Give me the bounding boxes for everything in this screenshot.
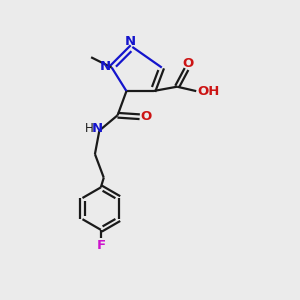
Text: N: N [124,35,136,48]
Text: O: O [140,110,152,123]
Text: F: F [96,239,105,253]
Text: OH: OH [197,85,220,98]
Text: H: H [85,122,94,135]
Text: N: N [92,122,103,135]
Text: O: O [182,57,194,70]
Text: N: N [100,60,111,73]
